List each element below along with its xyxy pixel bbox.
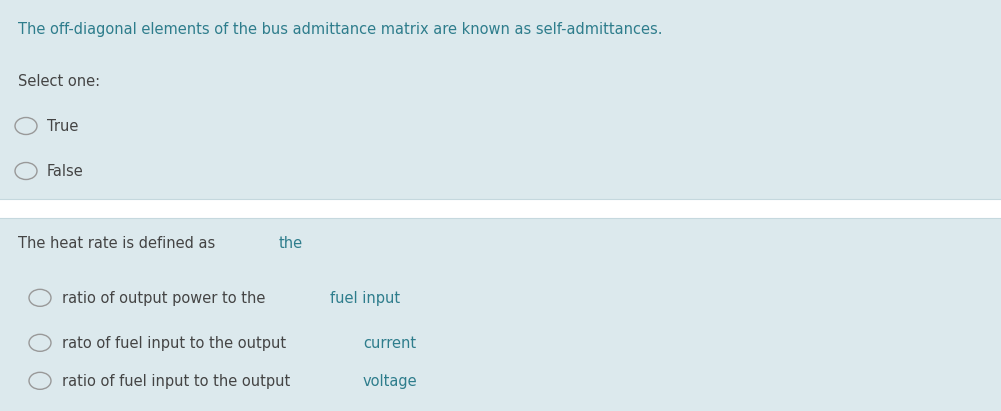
- Text: the: the: [278, 236, 302, 251]
- Text: The off-diagonal elements of the bus admittance matrix are known as self-admitta: The off-diagonal elements of the bus adm…: [18, 22, 663, 37]
- Text: current: current: [363, 336, 416, 351]
- Text: fuel input: fuel input: [330, 291, 400, 306]
- Text: rato of fuel input to the output: rato of fuel input to the output: [62, 336, 295, 351]
- Bar: [0, 199, 1001, 218]
- Text: ratio of fuel input to the output: ratio of fuel input to the output: [62, 374, 295, 389]
- Text: ratio of output power to the: ratio of output power to the: [62, 291, 270, 306]
- Text: Select one:: Select one:: [18, 74, 100, 89]
- Text: False: False: [47, 164, 84, 179]
- Text: The heat rate is defined as: The heat rate is defined as: [18, 236, 220, 251]
- Bar: [0, 0, 1001, 199]
- Text: True: True: [47, 119, 78, 134]
- Text: voltage: voltage: [362, 374, 417, 389]
- Bar: [0, 218, 1001, 411]
